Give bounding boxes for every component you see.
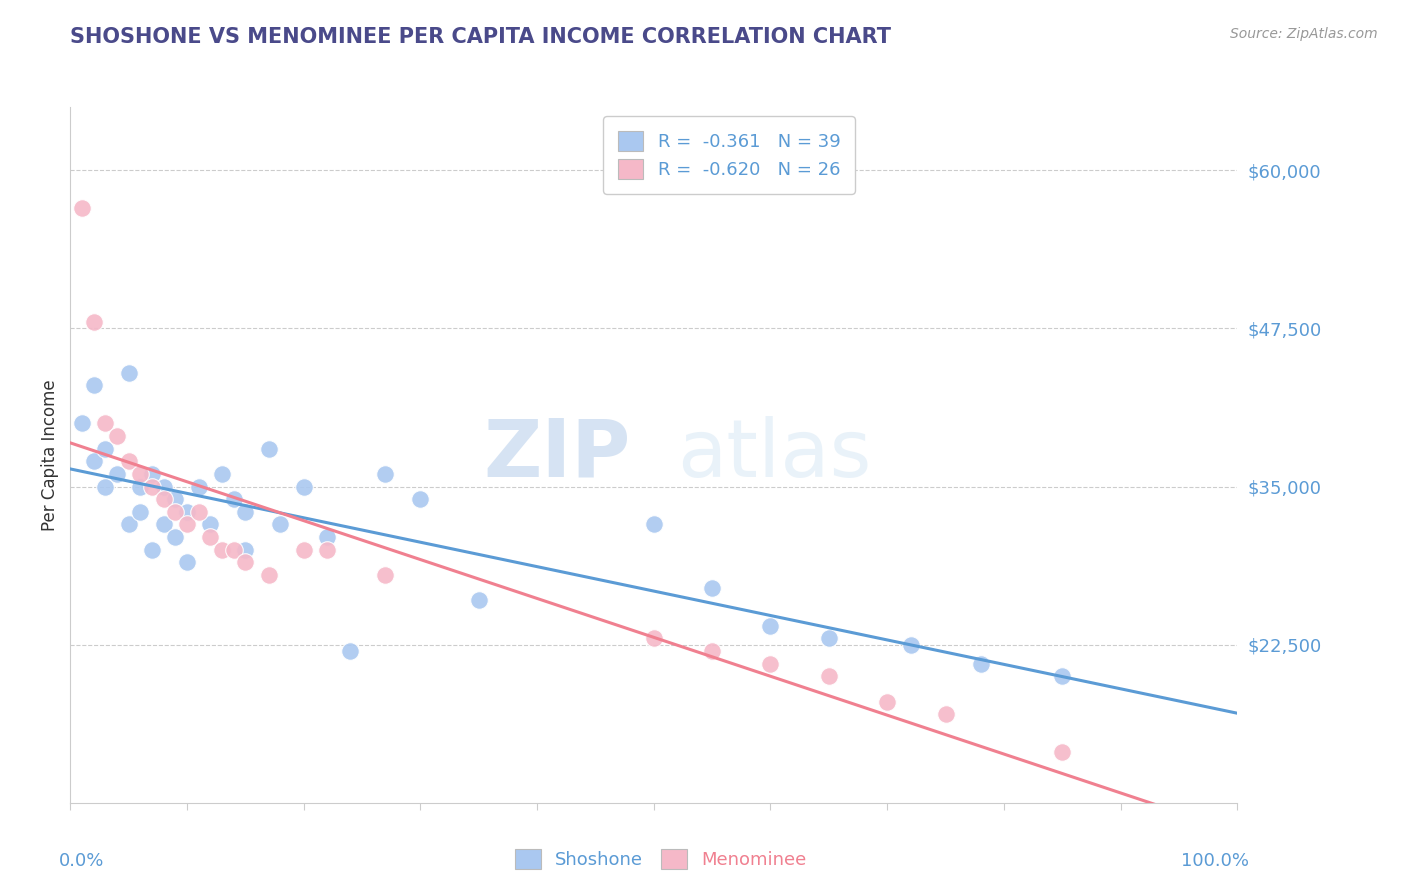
Point — [269, 517, 291, 532]
Point — [94, 479, 117, 493]
Point — [935, 707, 957, 722]
Point — [222, 492, 245, 507]
Point — [118, 517, 141, 532]
Point — [235, 556, 257, 570]
Point — [105, 429, 128, 443]
Point — [702, 644, 724, 658]
Point — [876, 695, 898, 709]
Point — [152, 492, 174, 507]
Point — [152, 517, 174, 532]
Point — [257, 442, 280, 456]
Point — [818, 669, 841, 683]
Point — [165, 492, 187, 507]
Text: 0.0%: 0.0% — [59, 852, 104, 870]
Point — [374, 467, 396, 481]
Point — [759, 657, 782, 671]
Point — [187, 505, 209, 519]
Point — [129, 479, 152, 493]
Point — [165, 530, 187, 544]
Point — [211, 542, 233, 557]
Point — [141, 479, 163, 493]
Y-axis label: Per Capita Income: Per Capita Income — [41, 379, 59, 531]
Text: Source: ZipAtlas.com: Source: ZipAtlas.com — [1230, 27, 1378, 41]
Point — [900, 638, 922, 652]
Legend: R =  -0.361   N = 39, R =  -0.620   N = 26: R = -0.361 N = 39, R = -0.620 N = 26 — [603, 116, 855, 194]
Point — [818, 632, 841, 646]
Point — [105, 467, 128, 481]
Point — [118, 366, 141, 380]
Point — [409, 492, 432, 507]
Point — [83, 454, 105, 468]
Text: SHOSHONE VS MENOMINEE PER CAPITA INCOME CORRELATION CHART: SHOSHONE VS MENOMINEE PER CAPITA INCOME … — [70, 27, 891, 46]
Text: 100.0%: 100.0% — [1181, 852, 1249, 870]
Point — [176, 517, 198, 532]
Point — [141, 542, 163, 557]
Point — [94, 442, 117, 456]
Legend: Shoshone, Menominee: Shoshone, Menominee — [506, 839, 815, 879]
Point — [176, 556, 198, 570]
Point — [83, 315, 105, 329]
Point — [118, 454, 141, 468]
Point — [468, 593, 491, 607]
Point — [152, 479, 174, 493]
Point — [643, 517, 665, 532]
Point — [70, 417, 93, 431]
Point — [83, 378, 105, 392]
Point — [292, 479, 315, 493]
Text: ZIP: ZIP — [484, 416, 630, 494]
Point — [235, 542, 257, 557]
Point — [129, 505, 152, 519]
Point — [292, 542, 315, 557]
Point — [257, 568, 280, 582]
Point — [165, 505, 187, 519]
Point — [200, 517, 222, 532]
Point — [211, 467, 233, 481]
Point — [176, 505, 198, 519]
Point — [200, 530, 222, 544]
Point — [316, 542, 339, 557]
Point — [374, 568, 396, 582]
Point — [1052, 669, 1074, 683]
Point — [339, 644, 361, 658]
Point — [235, 505, 257, 519]
Point — [94, 417, 117, 431]
Point — [759, 618, 782, 632]
Text: atlas: atlas — [678, 416, 872, 494]
Point — [70, 201, 93, 215]
Point — [1052, 745, 1074, 759]
Point — [643, 632, 665, 646]
Point — [702, 581, 724, 595]
Point — [141, 467, 163, 481]
Point — [187, 479, 209, 493]
Point — [222, 542, 245, 557]
Point — [316, 530, 339, 544]
Point — [969, 657, 991, 671]
Point — [129, 467, 152, 481]
